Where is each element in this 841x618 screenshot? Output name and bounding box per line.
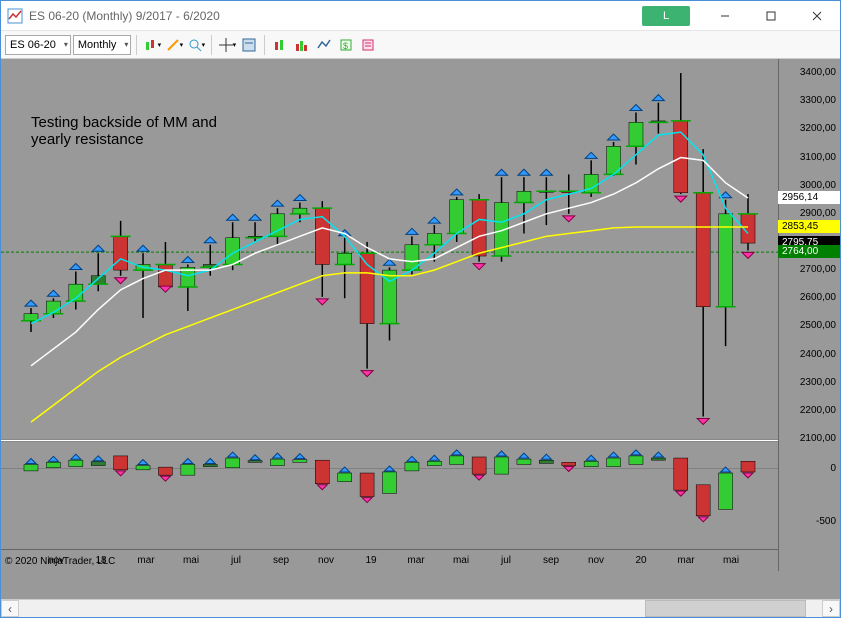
toolbar-sep: [264, 35, 265, 55]
chart-annotation: Testing backside of MM and yearly resist…: [31, 114, 217, 148]
annotation-line: yearly resistance: [31, 131, 217, 148]
y-tick-label: 3200,00: [800, 123, 836, 134]
y-tick-label: 2100,00: [800, 433, 836, 444]
crosshair-button[interactable]: ▾: [217, 35, 237, 55]
y-tick-label: -500: [816, 516, 836, 527]
zoom-tool-button[interactable]: ▾: [186, 35, 206, 55]
app-icon: [7, 8, 23, 24]
x-tick-label: sep: [543, 555, 559, 566]
data-box-button[interactable]: [239, 35, 259, 55]
interval-selector[interactable]: Monthly: [73, 35, 132, 55]
y-tick-label: 2900,00: [800, 208, 836, 219]
x-tick-label: jul: [231, 555, 241, 566]
price-tag: 2764,00: [778, 245, 840, 258]
scroll-right-button[interactable]: ›: [822, 600, 840, 617]
chart-style-button[interactable]: [292, 35, 312, 55]
properties-button[interactable]: [358, 35, 378, 55]
copyright-text: © 2020 NinjaTrader, LLC: [5, 556, 115, 567]
y-tick-label: 2700,00: [800, 264, 836, 275]
chart-trader-button[interactable]: [270, 35, 290, 55]
y-tick-label: 2200,00: [800, 405, 836, 416]
window-titlebar: ES 06-20 (Monthly) 9/2017 - 6/2020 L: [1, 1, 840, 31]
minimize-button[interactable]: [702, 1, 748, 31]
scroll-left-button[interactable]: ‹: [1, 600, 19, 617]
x-axis[interactable]: nov18marmaijulsepnov19marmaijulsepnov20m…: [1, 549, 778, 579]
chart-area[interactable]: nov18marmaijulsepnov19marmaijulsepnov20m…: [1, 59, 840, 599]
x-tick-label: jul: [501, 555, 511, 566]
window-title: ES 06-20 (Monthly) 9/2017 - 6/2020: [29, 9, 642, 23]
scroll-thumb[interactable]: [645, 600, 806, 617]
horizontal-scrollbar[interactable]: ‹ ›: [1, 599, 840, 617]
y-tick-label: 2600,00: [800, 292, 836, 303]
instrument-label: ES 06-20: [10, 39, 56, 51]
instrument-selector[interactable]: ES 06-20: [5, 35, 71, 55]
candle-style-button[interactable]: ▾: [142, 35, 162, 55]
close-button[interactable]: [794, 1, 840, 31]
x-tick-label: 20: [635, 555, 646, 566]
y-tick-label: 2400,00: [800, 349, 836, 360]
y-axis[interactable]: 2100,00 2200,00 2300,00 2400,00 2500,00 2600,…: [778, 59, 840, 571]
price-tag: 2853,45: [778, 220, 840, 233]
indicator-chart[interactable]: [1, 442, 778, 549]
draw-tool-button[interactable]: ▾: [164, 35, 184, 55]
toolbar: ES 06-20 Monthly ▾ ▾ ▾ ▾ $: [1, 31, 840, 59]
interval-label: Monthly: [78, 39, 117, 51]
y-tick-label: 3300,00: [800, 95, 836, 106]
y-tick-label: 3000,00: [800, 180, 836, 191]
x-tick-label: mar: [677, 555, 694, 566]
indicators-button[interactable]: [314, 35, 334, 55]
y-tick-label: 2500,00: [800, 320, 836, 331]
strategies-button[interactable]: $: [336, 35, 356, 55]
y-tick-label: 3400,00: [800, 67, 836, 78]
toolbar-sep: [211, 35, 212, 55]
chart-window: ES 06-20 (Monthly) 9/2017 - 6/2020 L ES …: [0, 0, 841, 618]
price-tag: 2956,14: [778, 191, 840, 204]
x-tick-label: mai: [723, 555, 739, 566]
scroll-track[interactable]: [19, 600, 822, 617]
toolbar-sep: [136, 35, 137, 55]
y-tick-label: 3100,00: [800, 152, 836, 163]
y-tick-label: 0: [830, 463, 836, 474]
x-tick-label: mai: [453, 555, 469, 566]
annotation-line: Testing backside of MM and: [31, 114, 217, 131]
maximize-button[interactable]: [748, 1, 794, 31]
svg-text:$: $: [343, 41, 348, 51]
x-tick-label: mai: [183, 555, 199, 566]
x-tick-label: sep: [273, 555, 289, 566]
x-tick-label: nov: [588, 555, 604, 566]
x-tick-label: mar: [407, 555, 424, 566]
x-tick-label: nov: [318, 555, 334, 566]
y-tick-label: 2300,00: [800, 377, 836, 388]
x-tick-label: 19: [365, 555, 376, 566]
live-data-button[interactable]: L: [642, 6, 690, 26]
x-tick-label: mar: [137, 555, 154, 566]
